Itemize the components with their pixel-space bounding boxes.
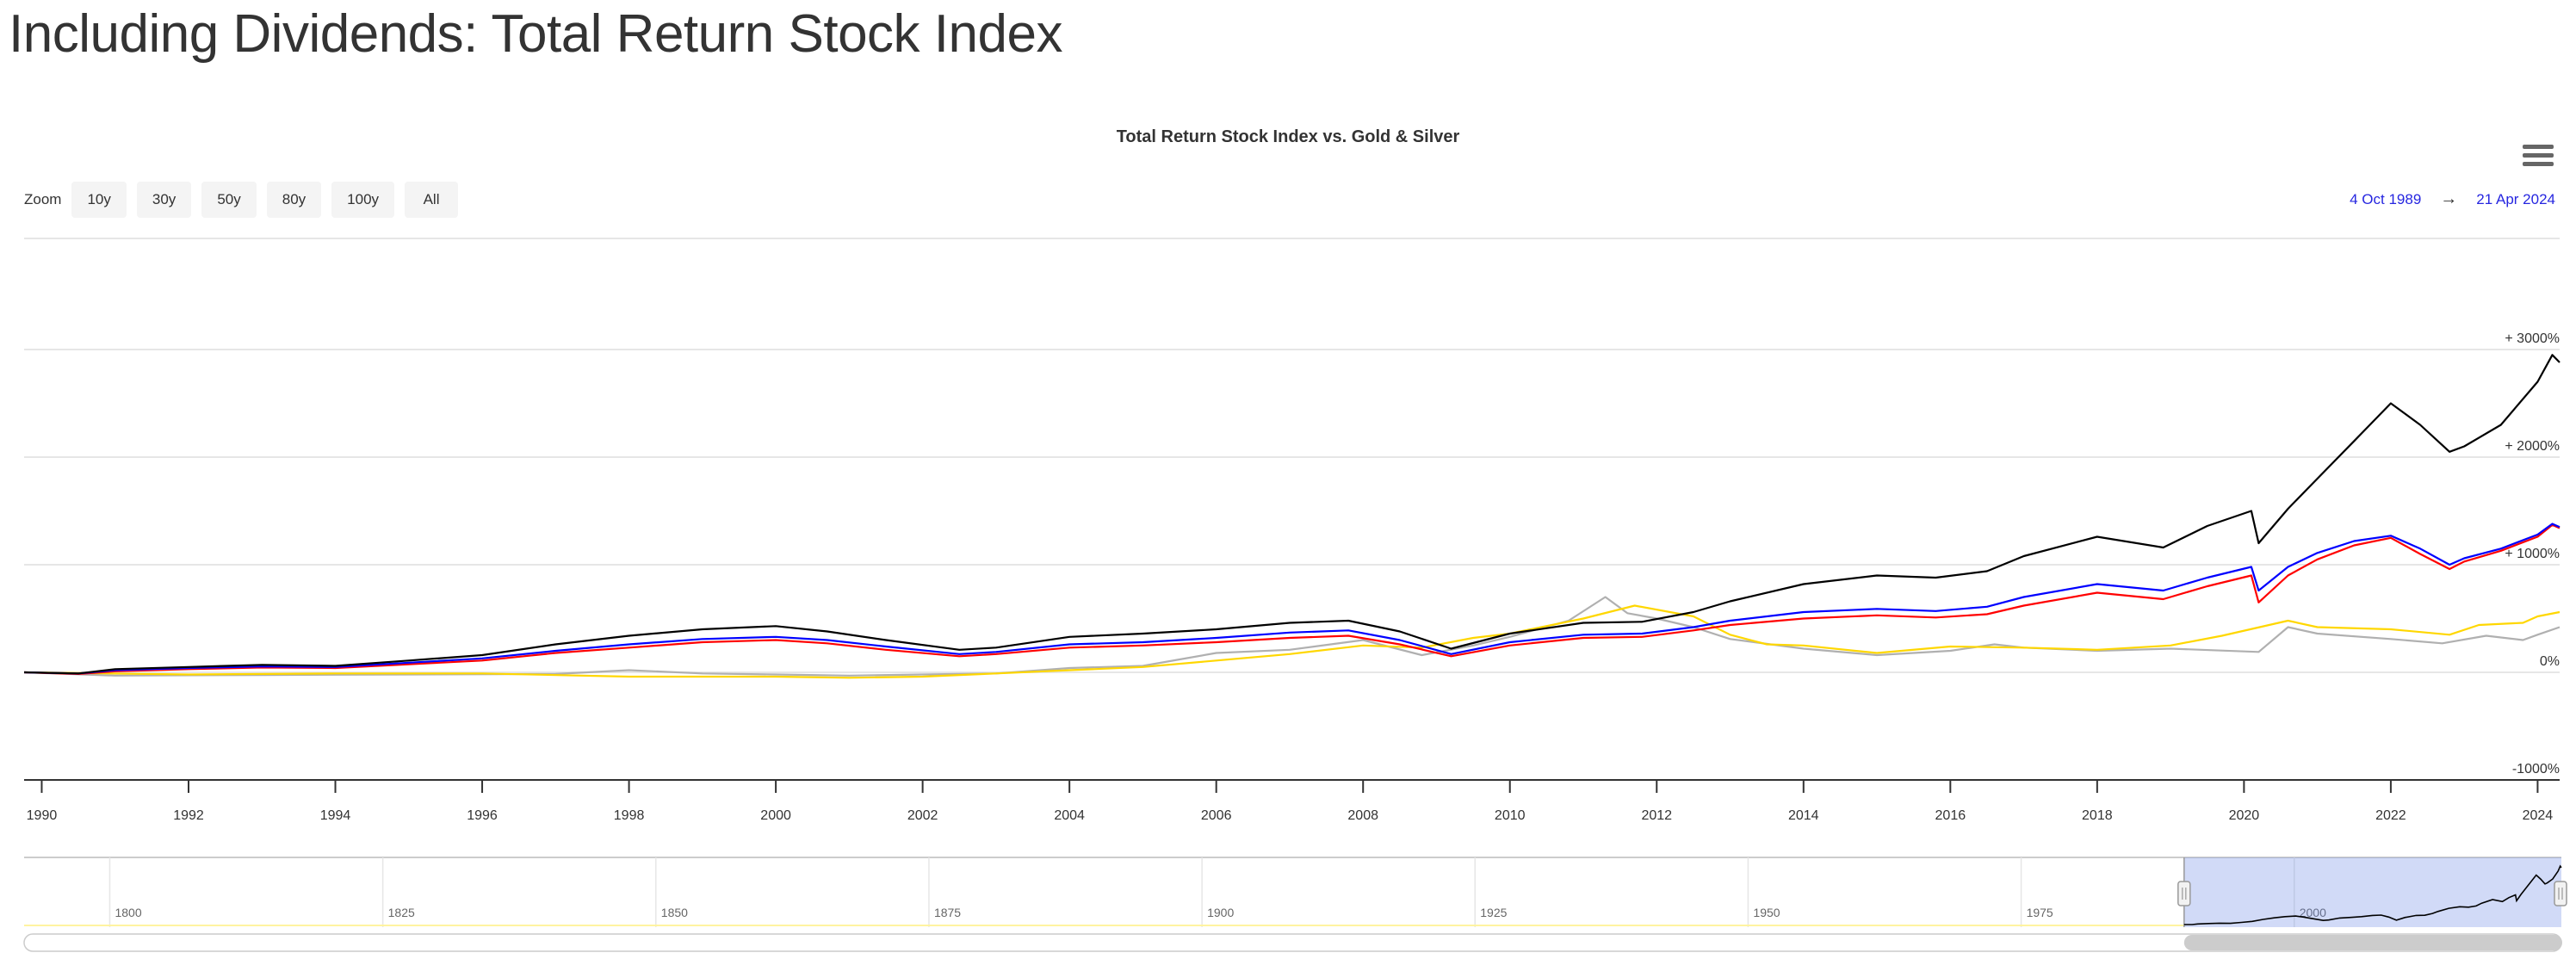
navigator-selected-range[interactable] — [2183, 857, 2561, 927]
date-range-selector: 4 Oct 1989 → 21 Apr 2024 — [2350, 189, 2555, 209]
series-line-2 — [23, 523, 2561, 675]
navigator-label: 1825 — [388, 906, 415, 919]
menu-bar-1 — [2523, 145, 2554, 149]
navigator-label: 1850 — [661, 906, 688, 919]
navigator-right-handle[interactable] — [2554, 881, 2567, 906]
navigator-label: 1925 — [1480, 906, 1507, 919]
zoom-10y-button[interactable]: 10y — [71, 182, 127, 218]
x-tick-label: 2008 — [1347, 808, 1378, 823]
zoom-all-button[interactable]: All — [405, 182, 459, 218]
chart-title: Total Return Stock Index vs. Gold & Silv… — [1116, 127, 1460, 146]
zoom-toolbar: Zoom 10y 30y 50y 80y 100y All — [24, 181, 468, 219]
zoom-50y-button[interactable]: 50y — [201, 182, 257, 218]
scrollbar-thumb[interactable] — [2183, 935, 2562, 950]
x-tick-label: 1992 — [173, 808, 204, 823]
navigator-label: 1950 — [1753, 906, 1780, 919]
hamburger-menu-icon[interactable] — [2523, 145, 2554, 170]
x-tick-label: 2010 — [1495, 808, 1526, 823]
y-tick-label: + 2000% — [2505, 439, 2560, 454]
zoom-100y-button[interactable]: 100y — [331, 182, 395, 218]
x-tick-label: 1996 — [467, 808, 498, 823]
x-tick-label: 2000 — [760, 808, 791, 823]
navigator-left-handle[interactable] — [2177, 881, 2191, 906]
series-line-4 — [23, 596, 2561, 677]
x-tick-label: 1994 — [320, 808, 351, 823]
y-tick-label: -1000% — [2512, 762, 2560, 776]
zoom-label: Zoom — [24, 191, 62, 207]
x-tick-label: 1990 — [27, 808, 58, 823]
y-tick-label: + 3000% — [2505, 331, 2560, 346]
x-tick-label: 2024 — [2523, 808, 2554, 823]
x-tick-label: 2018 — [2082, 808, 2113, 823]
zoom-30y-button[interactable]: 30y — [136, 182, 192, 218]
x-tick-label: 2022 — [2375, 808, 2406, 823]
x-tick-label: 2016 — [1935, 808, 1966, 823]
menu-bar-2 — [2523, 153, 2554, 158]
navigator-label: 1875 — [934, 906, 961, 919]
range-arrow-icon: → — [2440, 189, 2458, 208]
series-line-0 — [23, 354, 2561, 675]
x-tick-label: 2002 — [907, 808, 938, 823]
navigator-label: 1800 — [115, 906, 141, 919]
x-tick-label: 2020 — [2229, 808, 2260, 823]
menu-bar-3 — [2523, 162, 2554, 166]
series-line-1 — [23, 523, 2561, 675]
x-tick-label: 1998 — [614, 808, 645, 823]
x-tick-label: 2004 — [1054, 808, 1085, 823]
x-tick-label: 2014 — [1788, 808, 1819, 823]
range-to-date[interactable]: 21 Apr 2024 — [2476, 190, 2555, 207]
scrollbar-track[interactable] — [23, 933, 2562, 952]
navigator-label: 1900 — [1207, 906, 1234, 919]
range-from-date[interactable]: 4 Oct 1989 — [2350, 190, 2422, 207]
series-line-3 — [23, 604, 2561, 679]
page-title: Including Dividends: Total Return Stock … — [9, 4, 1062, 64]
navigator-label: 2000 — [2300, 906, 2326, 919]
x-tick-label: 2012 — [1641, 808, 1672, 823]
navigator-label: 1975 — [2027, 906, 2053, 919]
y-tick-label: + 1000% — [2505, 547, 2560, 561]
navigator-series-line — [2183, 864, 2562, 925]
x-tick-label: 2006 — [1201, 808, 1232, 823]
y-tick-label: 0% — [2540, 654, 2560, 669]
zoom-80y-button[interactable]: 80y — [266, 182, 322, 218]
